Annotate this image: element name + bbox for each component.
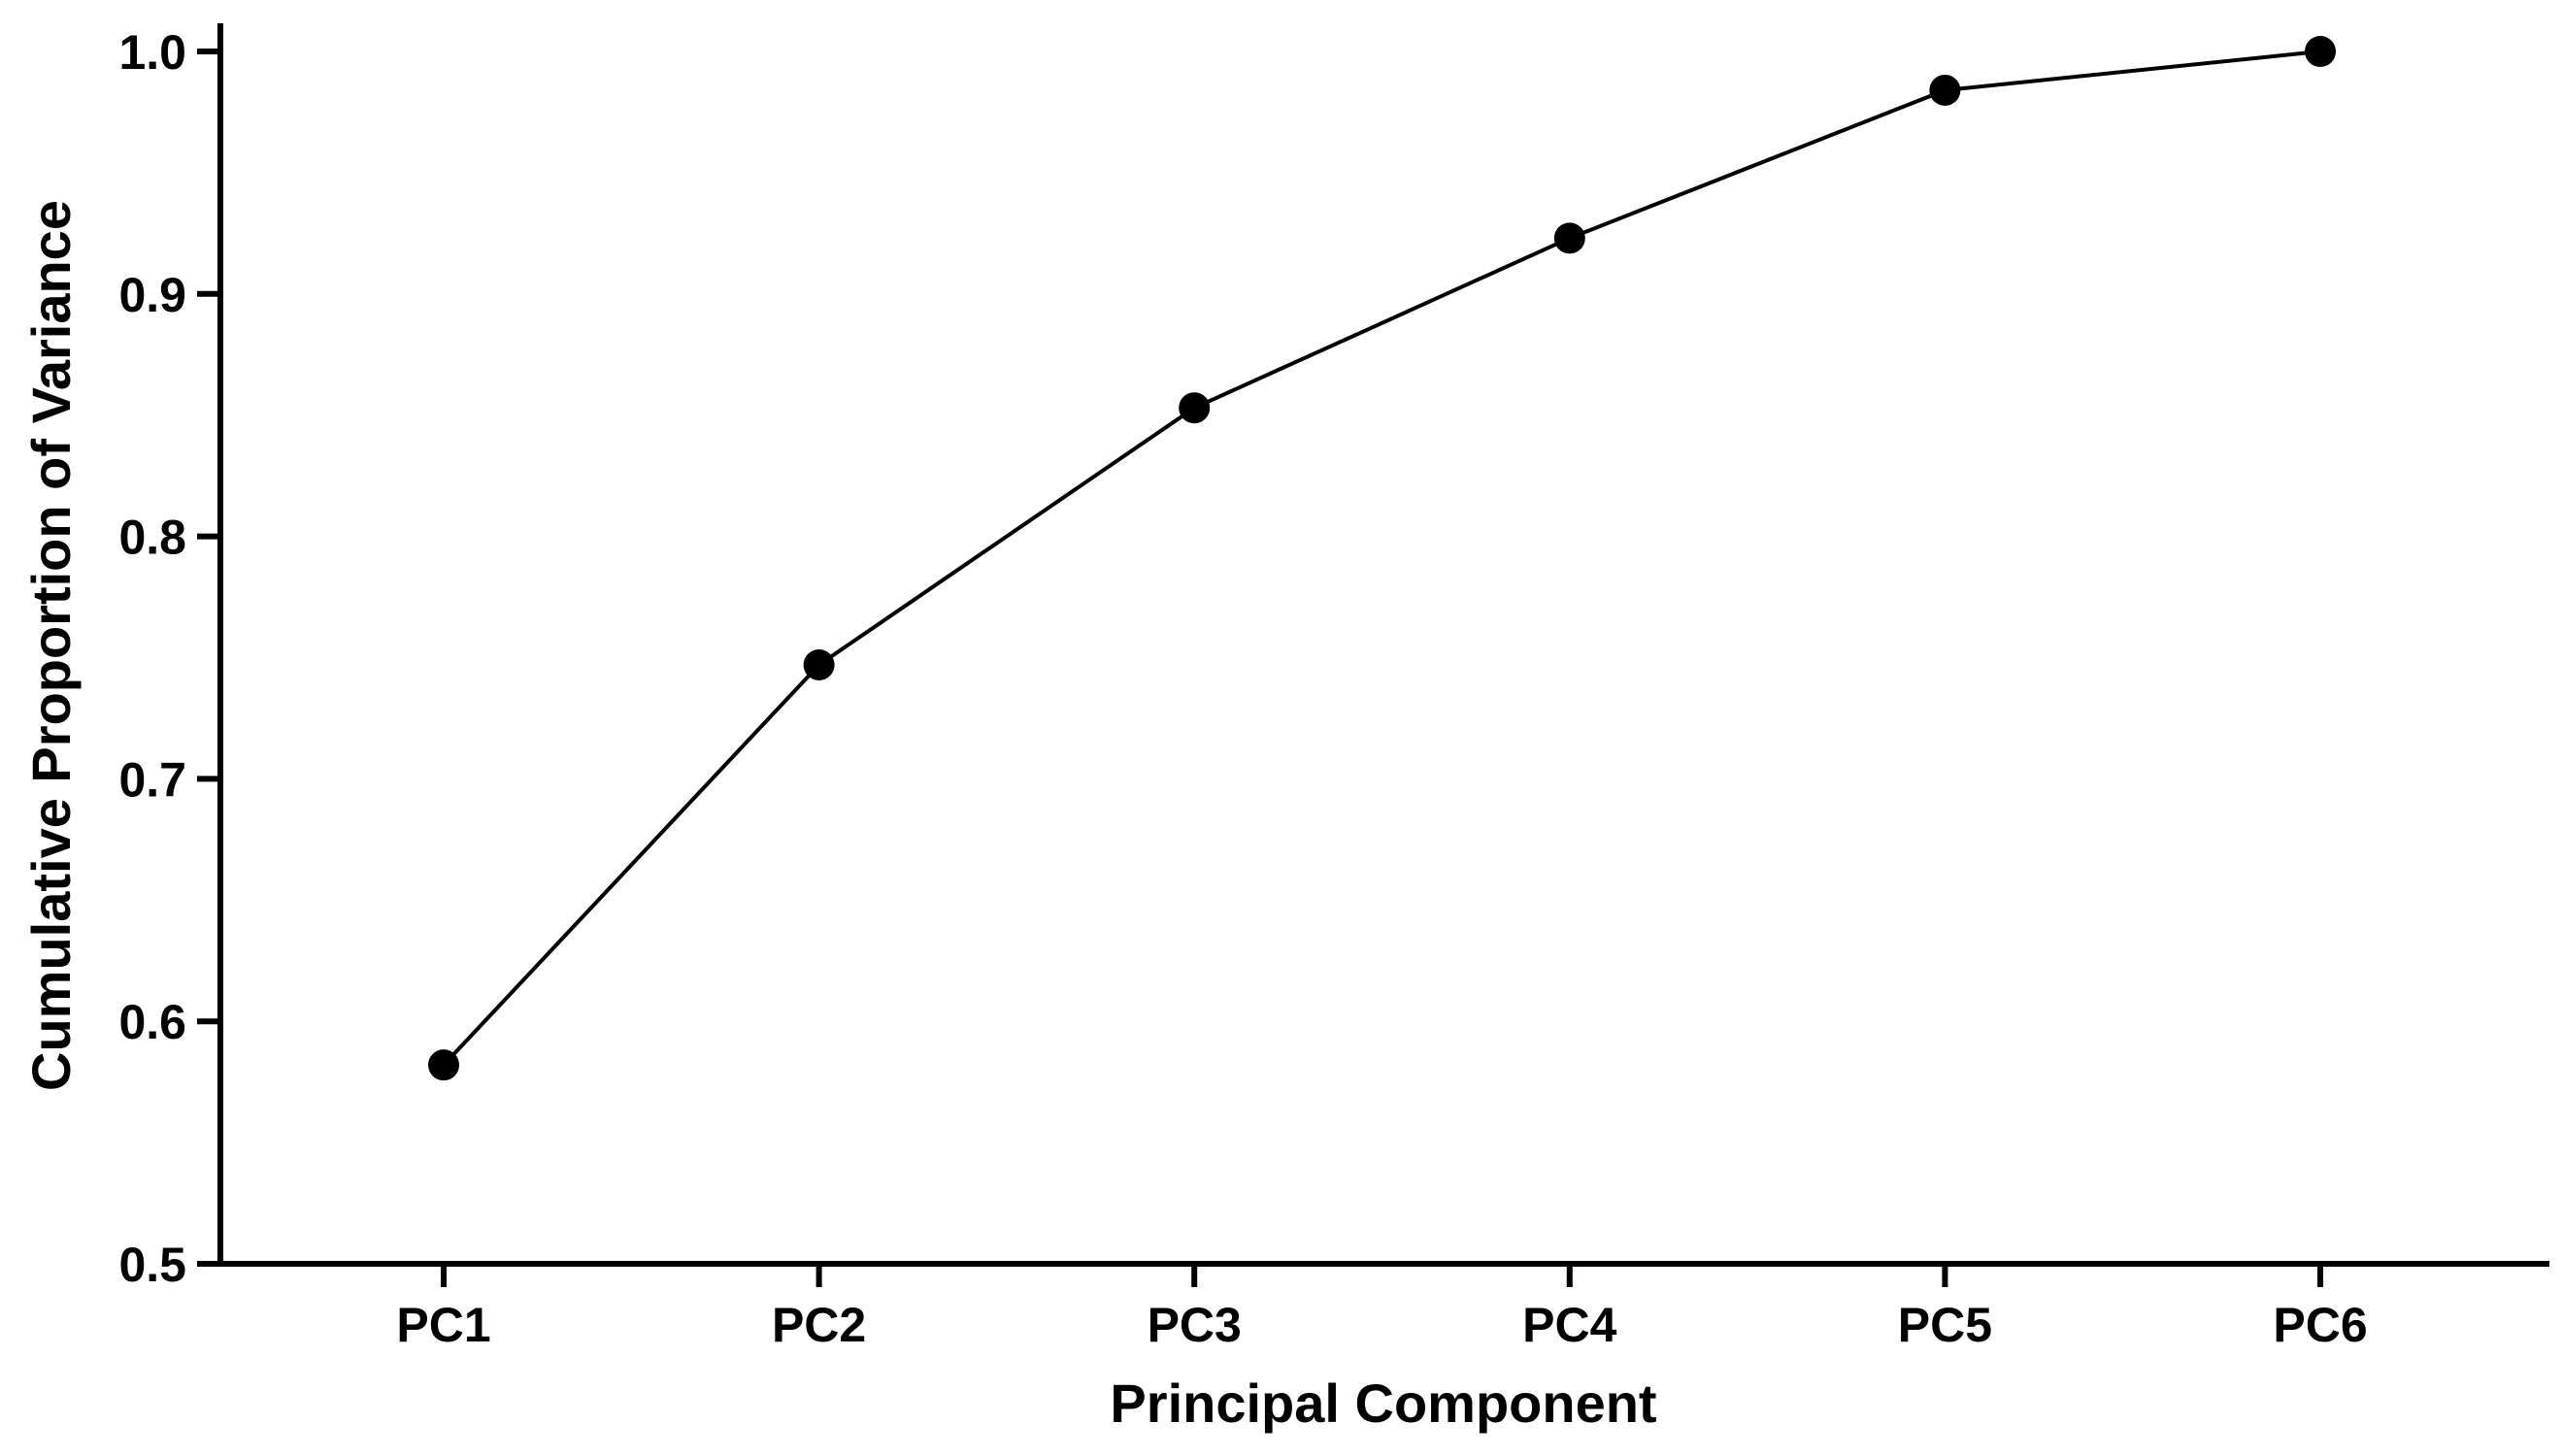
- y-axis-title: Cumulative Proportion of Variance: [20, 200, 82, 1091]
- y-tick-label-1: 0.6: [118, 995, 186, 1049]
- y-tick-label-2: 0.7: [118, 752, 186, 807]
- data-point-pc1: [428, 1049, 459, 1081]
- x-tick-label-5: PC6: [2273, 1298, 2367, 1352]
- data-point-pc5: [1929, 74, 1961, 106]
- y-tick-label-3: 0.8: [118, 511, 186, 565]
- x-tick-label-3: PC4: [1522, 1298, 1616, 1352]
- y-tick-label-4: 0.9: [118, 268, 186, 322]
- y-axis-ticks: 0.5 0.6 0.7 0.8 0.9 1.0: [118, 25, 220, 1292]
- x-axis-title: Principal Component: [1110, 1373, 1656, 1434]
- x-tick-label-0: PC1: [396, 1298, 490, 1352]
- x-tick-label-4: PC5: [1898, 1298, 1992, 1352]
- x-tick-label-1: PC2: [772, 1298, 866, 1352]
- x-axis-ticks: PC1 PC2 PC3 PC4 PC5 PC6: [396, 1264, 2368, 1352]
- data-point-pc6: [2305, 36, 2336, 67]
- series-cumulative-variance: [428, 36, 2336, 1081]
- series-line: [442, 50, 2321, 1067]
- data-point-pc4: [1553, 222, 1585, 254]
- data-point-pc2: [803, 648, 835, 680]
- x-tick-label-2: PC3: [1148, 1298, 1242, 1352]
- data-point-pc3: [1179, 392, 1211, 424]
- y-tick-label-5: 1.0: [118, 25, 186, 80]
- y-tick-label-0: 0.5: [118, 1238, 186, 1292]
